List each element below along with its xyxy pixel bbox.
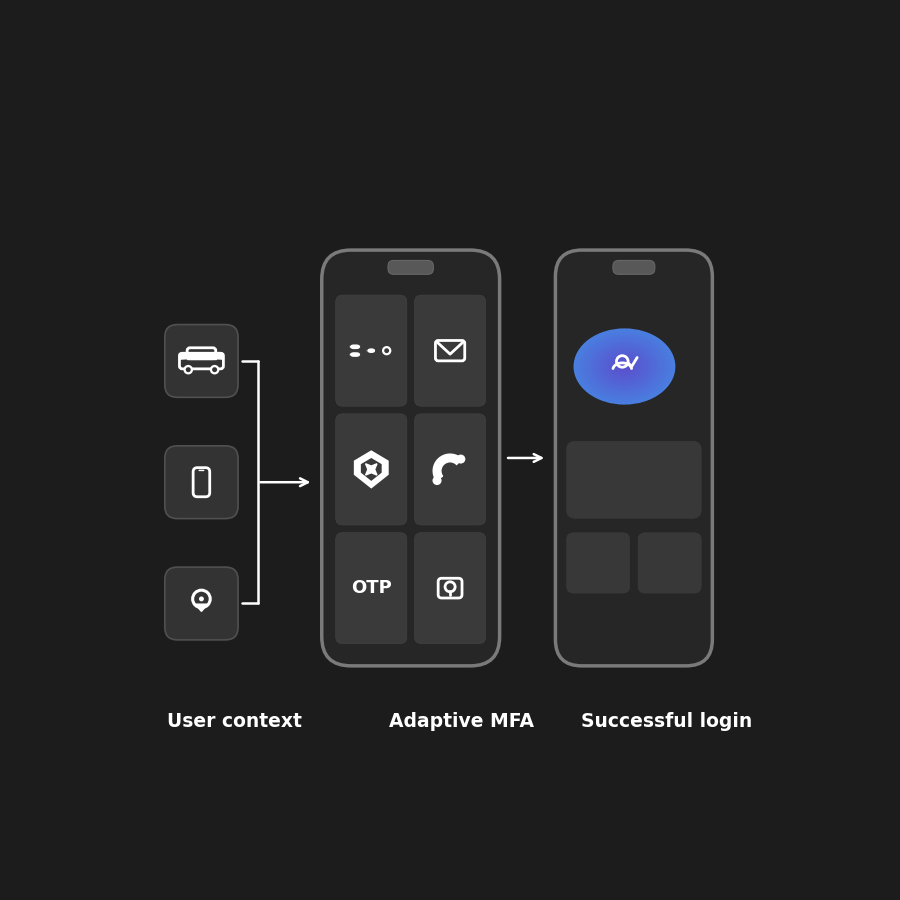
Ellipse shape bbox=[573, 328, 675, 405]
Ellipse shape bbox=[612, 357, 637, 376]
FancyBboxPatch shape bbox=[336, 414, 407, 525]
Ellipse shape bbox=[581, 334, 668, 399]
Ellipse shape bbox=[609, 356, 640, 378]
Ellipse shape bbox=[613, 358, 636, 375]
Ellipse shape bbox=[586, 338, 662, 395]
Ellipse shape bbox=[616, 360, 634, 373]
Circle shape bbox=[184, 364, 194, 374]
FancyBboxPatch shape bbox=[638, 533, 701, 593]
Circle shape bbox=[212, 367, 217, 373]
Circle shape bbox=[199, 597, 204, 601]
FancyBboxPatch shape bbox=[567, 441, 701, 518]
Ellipse shape bbox=[610, 356, 638, 377]
Ellipse shape bbox=[608, 354, 641, 379]
FancyBboxPatch shape bbox=[322, 250, 500, 666]
Circle shape bbox=[185, 367, 191, 373]
Polygon shape bbox=[355, 451, 388, 488]
FancyBboxPatch shape bbox=[388, 260, 434, 274]
Ellipse shape bbox=[590, 341, 659, 392]
Ellipse shape bbox=[594, 344, 655, 390]
FancyBboxPatch shape bbox=[567, 533, 630, 593]
Circle shape bbox=[456, 454, 465, 464]
Circle shape bbox=[384, 348, 389, 353]
FancyBboxPatch shape bbox=[165, 567, 238, 640]
Ellipse shape bbox=[579, 332, 670, 400]
Ellipse shape bbox=[616, 361, 632, 373]
Polygon shape bbox=[365, 464, 377, 475]
Ellipse shape bbox=[588, 339, 662, 394]
Ellipse shape bbox=[576, 330, 673, 402]
FancyBboxPatch shape bbox=[165, 446, 238, 518]
Polygon shape bbox=[195, 604, 208, 611]
Ellipse shape bbox=[582, 335, 667, 398]
FancyBboxPatch shape bbox=[349, 345, 361, 349]
Ellipse shape bbox=[607, 353, 643, 380]
Ellipse shape bbox=[603, 350, 646, 382]
FancyBboxPatch shape bbox=[415, 414, 486, 525]
FancyBboxPatch shape bbox=[415, 533, 486, 644]
Ellipse shape bbox=[598, 346, 652, 386]
Text: Adaptive MFA: Adaptive MFA bbox=[389, 712, 534, 731]
Ellipse shape bbox=[595, 345, 653, 389]
FancyBboxPatch shape bbox=[198, 470, 205, 472]
Text: User context: User context bbox=[167, 712, 302, 731]
Ellipse shape bbox=[619, 363, 630, 370]
Text: OTP: OTP bbox=[351, 579, 392, 597]
FancyBboxPatch shape bbox=[336, 295, 407, 406]
FancyBboxPatch shape bbox=[349, 352, 361, 357]
Ellipse shape bbox=[591, 342, 658, 392]
Circle shape bbox=[433, 476, 442, 485]
Polygon shape bbox=[362, 459, 381, 480]
Polygon shape bbox=[433, 454, 462, 481]
Ellipse shape bbox=[578, 331, 671, 401]
Ellipse shape bbox=[623, 365, 626, 367]
FancyBboxPatch shape bbox=[613, 260, 655, 274]
Ellipse shape bbox=[599, 347, 650, 385]
Ellipse shape bbox=[618, 362, 631, 372]
Ellipse shape bbox=[621, 364, 628, 369]
Circle shape bbox=[210, 364, 220, 374]
FancyBboxPatch shape bbox=[555, 250, 713, 666]
FancyBboxPatch shape bbox=[415, 295, 486, 406]
Ellipse shape bbox=[604, 351, 644, 382]
FancyBboxPatch shape bbox=[336, 533, 407, 644]
Text: Successful login: Successful login bbox=[581, 712, 752, 731]
Ellipse shape bbox=[584, 336, 665, 397]
Ellipse shape bbox=[615, 359, 634, 374]
Ellipse shape bbox=[597, 346, 652, 388]
Ellipse shape bbox=[622, 364, 627, 368]
Ellipse shape bbox=[575, 329, 674, 404]
Ellipse shape bbox=[585, 337, 664, 396]
Polygon shape bbox=[216, 354, 223, 359]
Ellipse shape bbox=[589, 340, 660, 393]
Ellipse shape bbox=[601, 349, 647, 383]
Polygon shape bbox=[187, 354, 216, 359]
Ellipse shape bbox=[592, 343, 656, 391]
Circle shape bbox=[382, 346, 392, 356]
Polygon shape bbox=[179, 354, 187, 359]
FancyBboxPatch shape bbox=[165, 325, 238, 397]
Ellipse shape bbox=[606, 352, 644, 381]
FancyBboxPatch shape bbox=[367, 348, 375, 353]
Ellipse shape bbox=[580, 333, 669, 400]
Ellipse shape bbox=[600, 348, 649, 384]
